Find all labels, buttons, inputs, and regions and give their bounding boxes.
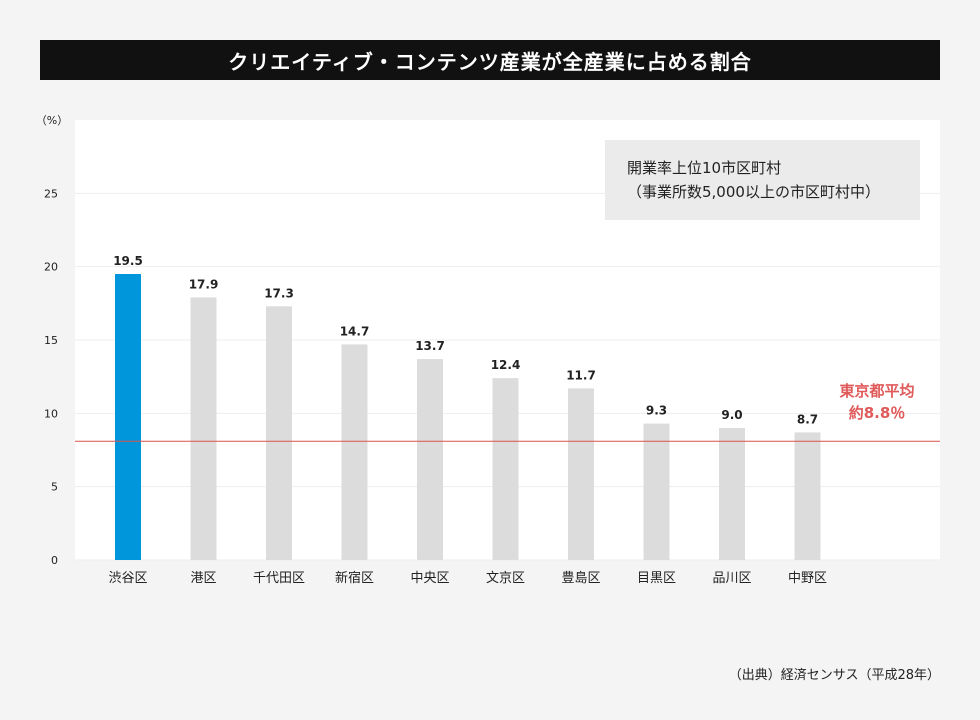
y-tick-label: 10 (44, 407, 58, 420)
bar (266, 306, 292, 560)
legend-line-2: （事業所数5,000以上の市区町村中） (627, 183, 880, 201)
bar (417, 359, 443, 560)
data-label: 11.7 (566, 368, 596, 382)
data-label: 9.3 (646, 404, 667, 418)
data-label: 9.0 (721, 408, 742, 422)
average-label: 東京都平均 約8.8％ (822, 380, 932, 424)
y-tick-label: 15 (44, 334, 58, 347)
bar (115, 274, 141, 560)
average-label-line-2: 約8.8％ (848, 404, 906, 422)
data-label: 12.4 (491, 358, 521, 372)
bar (568, 388, 594, 560)
x-tick-label: 文京区 (486, 571, 525, 586)
y-tick-label: 5 (51, 481, 58, 494)
x-tick-label: 中野区 (788, 571, 827, 586)
x-tick-label: 港区 (190, 571, 216, 586)
x-tick-label: 中央区 (410, 571, 449, 586)
bar (190, 297, 217, 560)
average-label-line-1: 東京都平均 (839, 382, 915, 400)
y-tick-label: 25 (44, 187, 58, 200)
y-axis-label: （%） (36, 114, 68, 127)
data-label: 13.7 (415, 339, 445, 353)
data-label: 19.5 (113, 254, 143, 268)
bar (341, 344, 368, 560)
bar (794, 432, 821, 560)
data-label: 17.9 (189, 277, 219, 291)
x-tick-label: 渋谷区 (108, 571, 147, 586)
x-tick-label: 目黒区 (637, 571, 676, 586)
y-tick-label: 20 (44, 261, 58, 274)
x-tick-label: 千代田区 (253, 571, 305, 586)
legend-box: 開業率上位10市区町村 （事業所数5,000以上の市区町村中） (605, 140, 920, 220)
x-tick-label: 新宿区 (335, 570, 374, 586)
bar (492, 378, 519, 560)
chart-title: クリエイティブ・コンテンツ産業が全産業に占める割合 (40, 40, 940, 80)
data-label: 17.3 (264, 286, 294, 300)
data-label: 14.7 (340, 324, 370, 338)
x-tick-label: 品川区 (712, 571, 751, 586)
legend-line-1: 開業率上位10市区町村 (627, 159, 782, 177)
y-tick-label: 0 (51, 554, 58, 567)
x-tick-label: 豊島区 (561, 571, 600, 586)
bar (719, 428, 745, 560)
data-label: 8.7 (797, 412, 818, 426)
bar (643, 423, 670, 560)
source-note: （出典）経済センサス（平成28年） (728, 668, 940, 683)
